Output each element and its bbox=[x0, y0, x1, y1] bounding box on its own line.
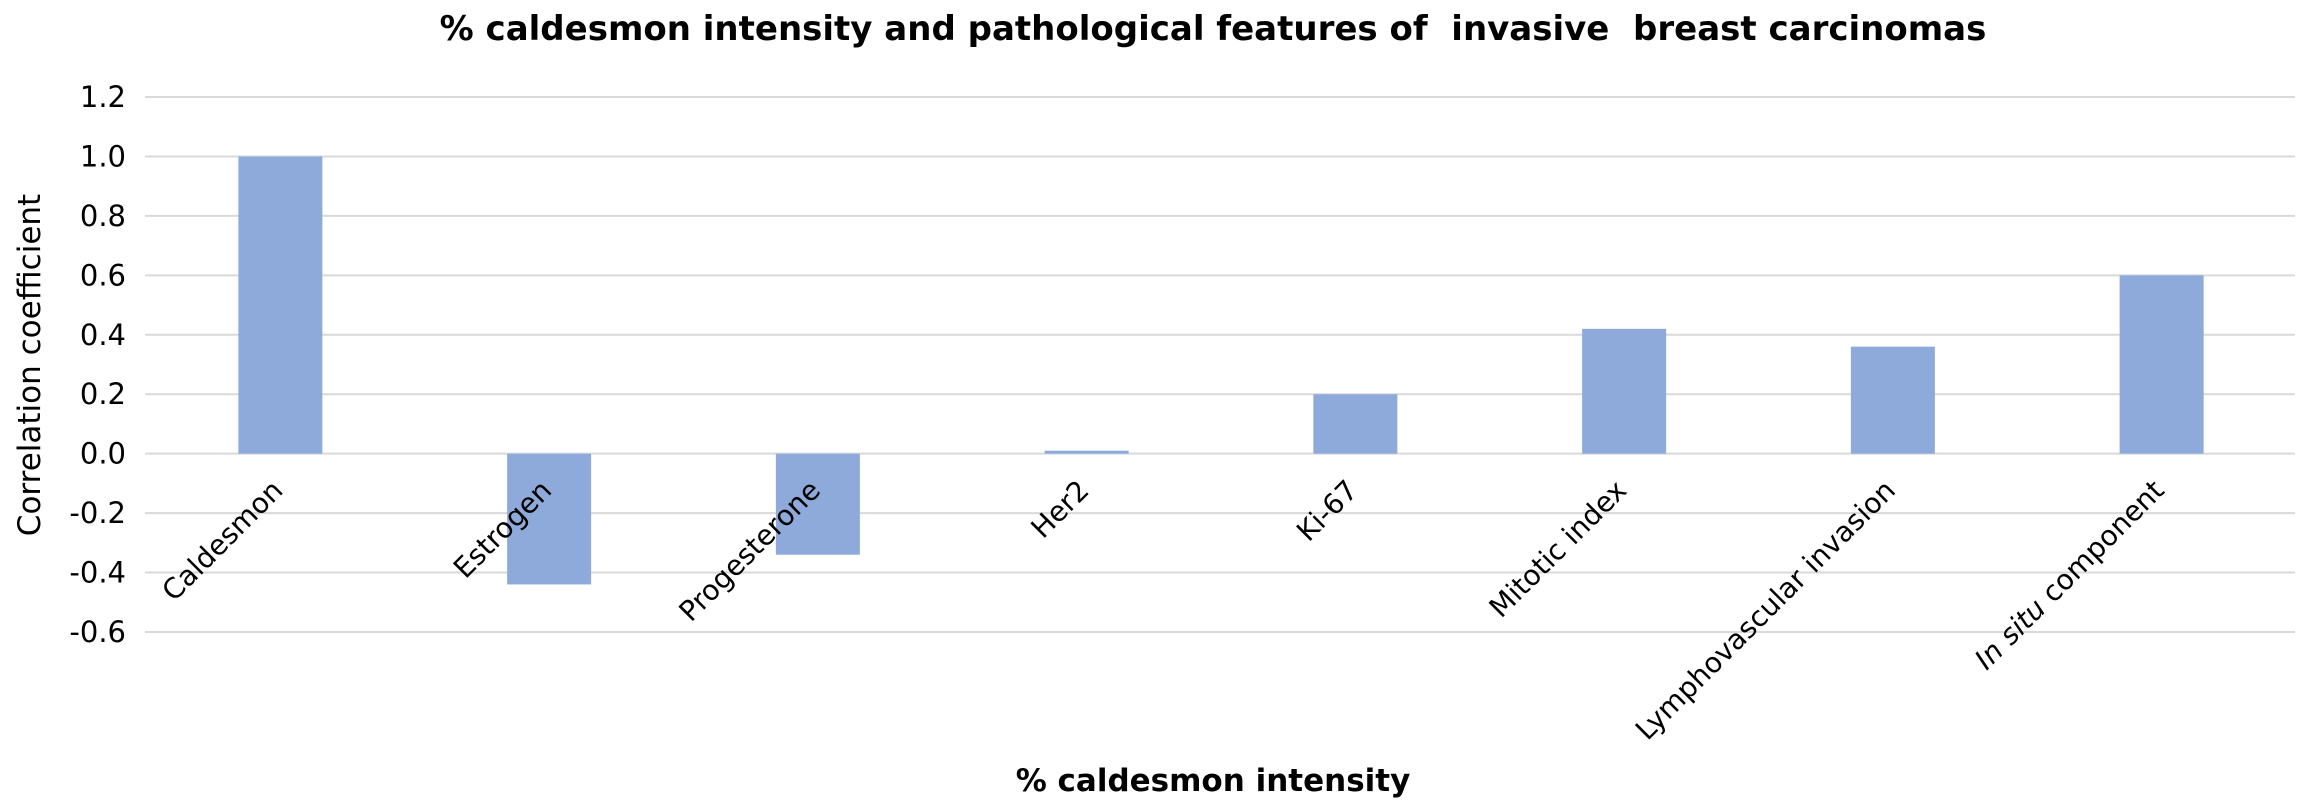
category-label: In situ component bbox=[1968, 474, 2170, 676]
bars bbox=[238, 156, 2204, 585]
gridlines bbox=[145, 96, 2295, 633]
y-axis-title: Correlation coefficient bbox=[12, 194, 48, 536]
y-tick-label: 0.6 bbox=[80, 258, 126, 292]
bar bbox=[1850, 346, 1935, 454]
y-tick-label: 0.8 bbox=[80, 199, 126, 233]
y-tick-label: -0.4 bbox=[69, 556, 126, 590]
bar bbox=[775, 453, 860, 555]
bar bbox=[1582, 328, 1667, 454]
y-tick-label: 1.0 bbox=[80, 139, 126, 173]
chart-title: % caldesmon intensity and pathological f… bbox=[440, 9, 1987, 49]
y-tick-labels: 1.2 1.0 0.8 0.6 0.4 0.2 0.0 -0.2 -0.4 -0.6 bbox=[69, 80, 126, 649]
y-tick-label: 1.2 bbox=[80, 80, 126, 114]
category-label: Mitotic index bbox=[1483, 474, 1633, 624]
y-tick-label: -0.2 bbox=[69, 496, 126, 530]
bar bbox=[1044, 450, 1129, 454]
y-tick-label: -0.6 bbox=[69, 615, 126, 649]
category-label: Her2 bbox=[1024, 474, 1095, 545]
bar bbox=[1313, 394, 1398, 454]
bar bbox=[2119, 275, 2204, 454]
y-tick-label: 0.2 bbox=[80, 377, 126, 411]
y-tick-label: 0.4 bbox=[80, 318, 126, 352]
category-label: Caldesmon bbox=[156, 474, 290, 608]
category-labels: Caldesmon Estrogen Progesterone Her2 Ki-67 Mi… bbox=[156, 474, 2171, 747]
x-axis-title: % caldesmon intensity bbox=[1016, 763, 1411, 799]
bar bbox=[238, 156, 323, 454]
bar bbox=[507, 453, 592, 585]
category-label: Ki-67 bbox=[1290, 474, 1364, 548]
y-tick-label: 0.0 bbox=[80, 437, 126, 471]
category-label: Lymphovascular invasion bbox=[1629, 474, 1902, 747]
